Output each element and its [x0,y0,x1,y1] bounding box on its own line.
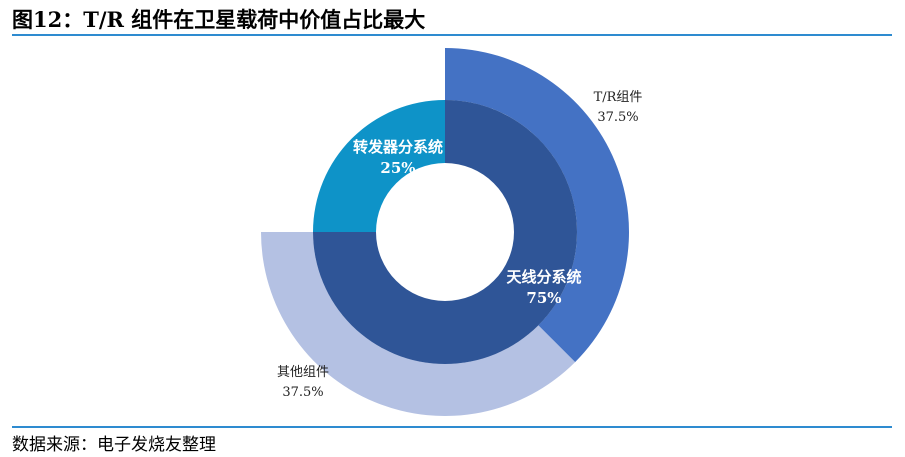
label-antenna: 天线分系统 [506,268,581,286]
label-transponder: 转发器分系统 [353,138,443,156]
title-divider [12,34,892,36]
outer-slice-1 [261,232,576,417]
figure-title: 图12：T/R 组件在卫星载荷中价值占比最大 [12,7,426,32]
source-divider [12,426,892,428]
value-tr-module: 37.5% [597,110,638,125]
value-antenna: 75% [526,289,561,307]
value-transponder: 25% [380,159,415,177]
label-tr-module: T/R组件 [594,90,643,105]
outer-slice-0 [445,48,630,363]
source-note: 数据来源：电子发烧友整理 [12,435,216,455]
inner-slice-0 [313,100,577,364]
label-other-modules: 其他组件 [277,365,329,380]
value-other-modules: 37.5% [282,385,323,400]
inner-slice-1 [313,100,445,232]
